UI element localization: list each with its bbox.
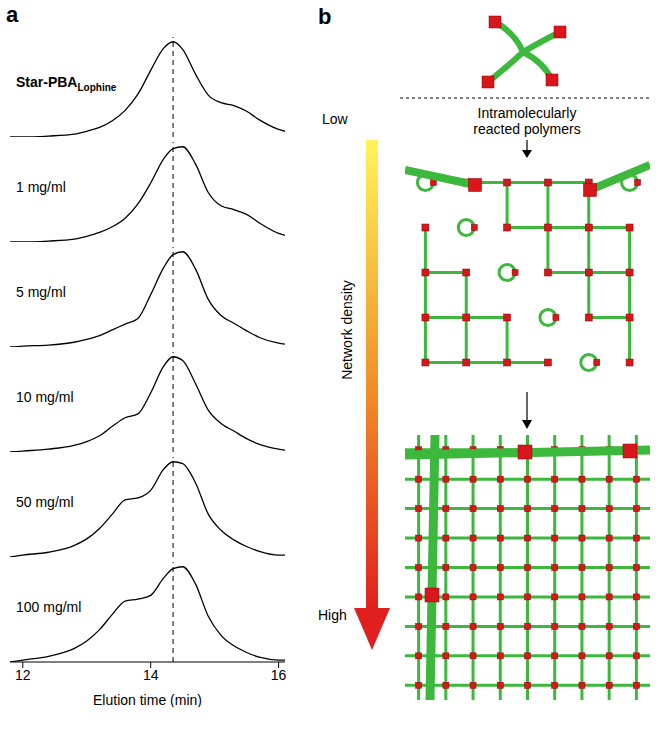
html-text:a: a [6,2,19,27]
svg-text:16: 16 [271,667,287,683]
svg-text:Intramolecularly: Intramolecularly [478,105,577,121]
svg-text:Low: Low [322,111,349,127]
svg-text:High: High [318,607,347,623]
svg-text:Elution time (min): Elution time (min) [93,692,202,707]
svg-text:12: 12 [15,667,31,683]
html-text:Star-PBALophine: Star-PBALophine [16,74,117,93]
html-text:50 mg/ml: 50 mg/ml [16,494,74,510]
html-text:10 mg/ml: 10 mg/ml [16,389,74,405]
html-text:100 mg/ml: 100 mg/ml [16,599,82,615]
html-text:5 mg/ml: 5 mg/ml [16,284,66,300]
svg-text:Network density: Network density [339,280,355,380]
html-text:1 mg/ml: 1 mg/ml [16,179,66,195]
svg-text:reacted polymers: reacted polymers [473,121,580,137]
svg-text:14: 14 [143,667,159,683]
svg-text:b: b [318,4,331,29]
